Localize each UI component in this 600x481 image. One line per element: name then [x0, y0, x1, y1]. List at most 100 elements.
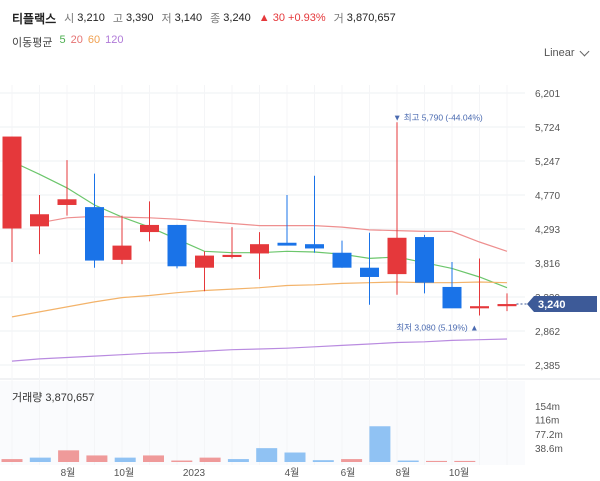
open-label: 시: [64, 13, 75, 25]
candle-body: [277, 242, 297, 246]
candle-body: [222, 254, 242, 258]
ma-line-120: [11, 338, 508, 362]
volume-bar: [171, 460, 193, 462]
volume-tick-label: 116m: [535, 416, 559, 427]
candle: [57, 160, 77, 216]
volume-value: 3,870,657: [346, 12, 396, 24]
candle-body: [305, 244, 324, 249]
candle: [332, 240, 352, 268]
candle-body: [442, 286, 462, 309]
candle: [250, 232, 269, 280]
candle: [497, 293, 517, 312]
candle-body: [112, 245, 132, 260]
price-header: 티플랙스 시 3,210 고 3,390 저 3,140 종 3,240 ▲ 30 +0…: [12, 8, 404, 28]
x-tick-label: 8월: [61, 467, 76, 479]
ma-legend-20[interactable]: 20: [70, 34, 83, 46]
candle-body: [415, 237, 434, 283]
volume-bar: [312, 460, 334, 462]
y-tick-label: 4,770: [535, 191, 560, 202]
candle: [85, 173, 104, 268]
volume-tick-label: 154m: [535, 402, 560, 413]
volume-bar: [199, 457, 221, 462]
ma-legend-120[interactable]: 120: [105, 34, 124, 46]
volume-label: 거: [333, 13, 344, 25]
x-tick-label: 6월: [341, 467, 356, 479]
y-tick-label: 2,385: [535, 361, 560, 372]
current-price-tag: [527, 296, 597, 313]
candle: [140, 201, 159, 242]
candle: [195, 251, 214, 292]
candle-body: [470, 306, 489, 309]
volume-bar: [143, 455, 164, 462]
candle-body: [30, 214, 49, 227]
volume-bar: [426, 460, 447, 462]
high-value: 3,390: [125, 12, 154, 24]
y-tick-label: 4,293: [535, 225, 560, 236]
ma-line-20: [39, 215, 508, 252]
volume-bar: [369, 426, 391, 462]
volume-tick-label: 38.6m: [535, 444, 563, 455]
low-value: 3,140: [174, 12, 203, 24]
x-tick-label: 10월: [114, 467, 134, 479]
open-value: 3,210: [77, 12, 105, 24]
y-tick-label: 5,724: [535, 123, 560, 134]
candle: [30, 195, 49, 255]
volume-panel-title: 거래량 3,870,657: [12, 392, 95, 404]
candle-body: [2, 136, 22, 229]
volume-bar: [227, 459, 249, 462]
close-label: 종: [210, 13, 221, 25]
candle: [277, 195, 297, 246]
ma-legend-60[interactable]: 60: [87, 34, 101, 46]
volume-bar: [1, 459, 23, 462]
y-tick-label: 3,816: [535, 259, 560, 270]
candle: [442, 262, 462, 309]
volume-bar: [284, 452, 306, 462]
candle: [222, 227, 242, 259]
volume-bar: [256, 448, 278, 462]
current-price-tag-label: 3,240: [538, 299, 566, 311]
x-tick-label: 10월: [449, 467, 469, 479]
candle-body: [332, 252, 352, 268]
volume-bar: [397, 460, 419, 462]
volume-bar: [454, 460, 476, 462]
scale-selector-label: Linear: [544, 47, 575, 59]
volume-bar: [58, 450, 80, 462]
candle: [305, 175, 324, 253]
volume-tick-label: 77.2m: [535, 430, 563, 441]
max-annotation: ▼ 최고 5,790 (-44.04%): [393, 112, 483, 122]
candle: [360, 232, 379, 305]
moving-average-legend: 이동평균 5 20 60 120: [12, 34, 123, 50]
candle-body: [167, 224, 187, 267]
scale-selector[interactable]: Linear: [544, 46, 590, 59]
x-tick-label: 4월: [285, 467, 300, 479]
candle-body: [195, 255, 214, 268]
ma-legend-title: 이동평균: [12, 37, 53, 49]
candle-body: [57, 199, 77, 205]
y-tick-label: 2,862: [535, 327, 560, 338]
stock-name: 티플랙스: [12, 11, 57, 26]
candle-body: [250, 244, 269, 254]
candle: [387, 122, 407, 295]
candle-body: [140, 224, 159, 233]
volume-bar: [114, 457, 136, 462]
volume-bar: [29, 457, 51, 462]
x-tick-label: 2023: [183, 468, 206, 479]
close-value: 3,240: [223, 12, 251, 24]
y-tick-label: 6,201: [535, 89, 560, 100]
candle-body: [85, 207, 104, 261]
ma-legend-5[interactable]: 5: [59, 34, 66, 46]
candle: [112, 215, 132, 265]
low-label: 저: [161, 13, 172, 25]
x-tick-label: 8월: [396, 467, 411, 479]
candle-body: [497, 304, 517, 307]
candle: [470, 258, 489, 316]
volume-bar: [341, 459, 363, 462]
min-annotation: 최저 3,080 (5.19%) ▲: [396, 322, 478, 332]
y-tick-label: 5,247: [535, 157, 560, 168]
candle: [415, 234, 434, 294]
candle-body: [387, 237, 407, 275]
high-label: 고: [112, 13, 123, 25]
candle: [167, 224, 187, 269]
volume-bar: [86, 455, 108, 462]
